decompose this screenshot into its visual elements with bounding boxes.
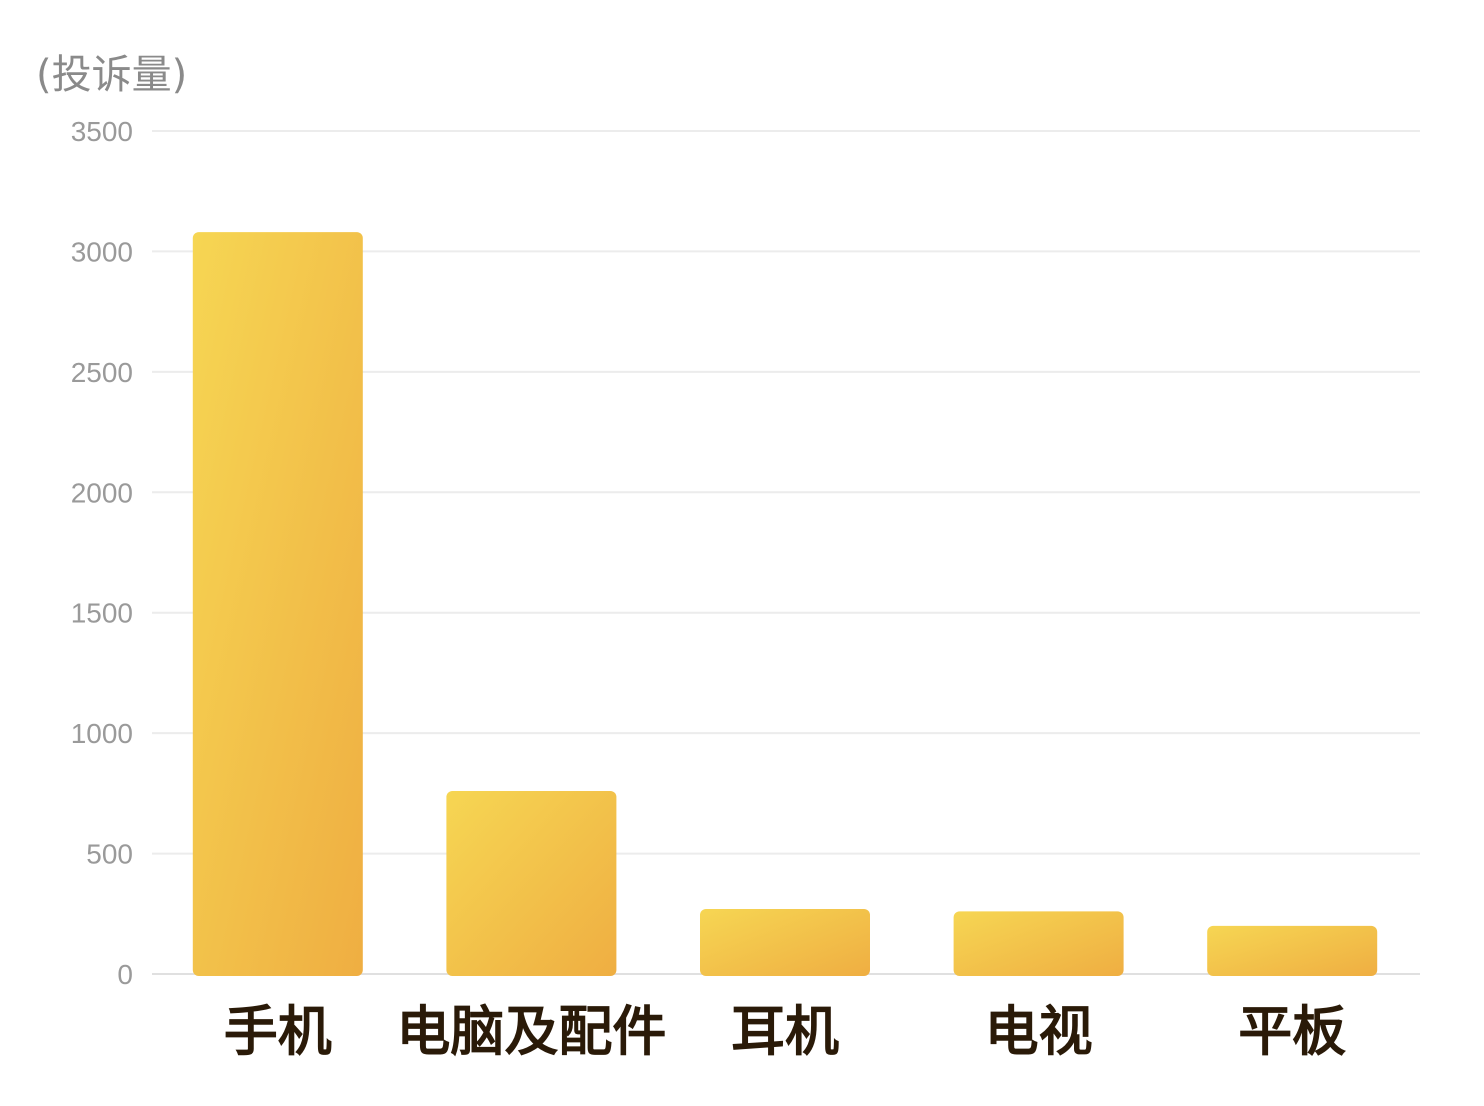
bar xyxy=(446,790,617,976)
bar xyxy=(953,911,1124,976)
y-tick-label: 1000 xyxy=(71,718,133,749)
x-category-label: 电脑及配件 xyxy=(396,1000,666,1063)
y-tick-label: 0 xyxy=(117,959,133,990)
y-tick-label: 3500 xyxy=(71,116,133,147)
y-tick-label: 500 xyxy=(86,839,133,870)
y-axis-unit-label: (投诉量) xyxy=(36,52,187,98)
grid-lines xyxy=(152,130,1420,975)
y-axis-ticks: 0 500 1000 1500 2000 2500 3000 3500 xyxy=(71,116,133,990)
y-tick-label: 3000 xyxy=(71,236,133,267)
x-category-label: 耳机 xyxy=(731,1000,839,1063)
x-category-label: 手机 xyxy=(224,1000,332,1063)
bar xyxy=(1207,925,1378,976)
y-tick-label: 1500 xyxy=(71,598,133,629)
x-category-label: 平板 xyxy=(1238,1000,1346,1063)
y-tick-label: 2000 xyxy=(71,477,133,508)
bar xyxy=(192,232,363,976)
bars xyxy=(192,232,1378,976)
x-axis-labels: 手机 电脑及配件 耳机 电视 平板 xyxy=(224,1000,1346,1063)
x-category-label: 电视 xyxy=(985,1000,1093,1063)
bar xyxy=(700,908,870,976)
y-tick-label: 2500 xyxy=(71,357,133,388)
